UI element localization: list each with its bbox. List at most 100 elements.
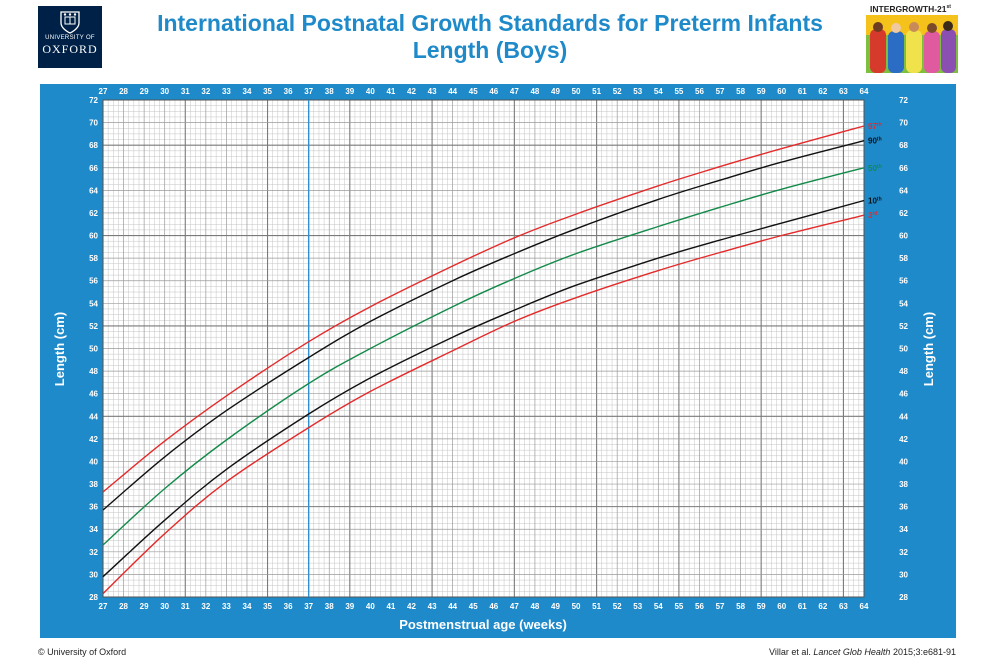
x-tick-label-top: 29 <box>140 87 149 96</box>
x-tick-label-top: 61 <box>798 87 807 96</box>
y-tick-label-left: 56 <box>89 277 98 286</box>
x-tick-label-top: 36 <box>284 87 293 96</box>
oxford-logo: UNIVERSITY OF OXFORD <box>38 6 102 68</box>
y-tick-label-left: 40 <box>89 457 98 466</box>
y-axis-label-right: Length (cm) <box>921 312 936 386</box>
x-tick-label-bottom: 52 <box>613 602 622 611</box>
y-tick-label-left: 34 <box>89 525 98 534</box>
growth-chart: 2727282829293030313132323333343435353636… <box>52 87 936 632</box>
x-tick-label-top: 27 <box>99 87 108 96</box>
oxford-crest-icon <box>60 11 80 34</box>
y-tick-label-right: 50 <box>899 345 908 354</box>
y-tick-label-left: 46 <box>89 390 98 399</box>
page-title: International Postnatal Growth Standards… <box>110 10 870 64</box>
y-tick-label-right: 46 <box>899 390 908 399</box>
x-tick-label-bottom: 53 <box>633 602 642 611</box>
y-tick-label-right: 66 <box>899 164 908 173</box>
y-tick-label-left: 66 <box>89 164 98 173</box>
x-tick-label-bottom: 63 <box>839 602 848 611</box>
x-tick-label-top: 33 <box>222 87 231 96</box>
y-tick-label-right: 34 <box>899 525 908 534</box>
citation-text: Villar et al. Lancet Glob Health 2015;3:… <box>769 647 956 657</box>
women-illustration-icon <box>866 15 958 73</box>
x-tick-label-top: 41 <box>386 87 395 96</box>
x-tick-label-bottom: 60 <box>777 602 786 611</box>
y-tick-label-left: 70 <box>89 119 98 128</box>
y-tick-label-right: 64 <box>899 186 908 195</box>
curve-p50 <box>102 167 865 546</box>
y-tick-label-right: 70 <box>899 119 908 128</box>
y-tick-label-right: 58 <box>899 254 908 263</box>
x-tick-label-bottom: 45 <box>469 602 478 611</box>
y-tick-label-right: 38 <box>899 480 908 489</box>
y-tick-label-left: 44 <box>89 412 98 421</box>
title-line1: International Postnatal Growth Standards… <box>157 10 823 36</box>
y-tick-label-left: 48 <box>89 367 98 376</box>
x-tick-label-bottom: 38 <box>325 602 334 611</box>
y-tick-label-left: 54 <box>89 299 98 308</box>
x-tick-label-top: 55 <box>674 87 683 96</box>
y-tick-label-left: 38 <box>89 480 98 489</box>
x-tick-label-top: 59 <box>757 87 766 96</box>
x-tick-label-bottom: 46 <box>489 602 498 611</box>
curve-label-p10: 10th <box>868 197 882 206</box>
y-tick-label-right: 68 <box>899 141 908 150</box>
curve-p10 <box>102 199 865 578</box>
x-tick-label-top: 49 <box>551 87 560 96</box>
x-tick-label-bottom: 48 <box>530 602 539 611</box>
x-tick-label-top: 35 <box>263 87 272 96</box>
x-tick-label-top: 44 <box>448 87 457 96</box>
curve-label-p50: 50th <box>868 164 882 173</box>
x-tick-label-bottom: 27 <box>99 602 108 611</box>
curve-p97 <box>102 125 865 493</box>
x-tick-label-bottom: 51 <box>592 602 601 611</box>
y-tick-label-right: 60 <box>899 232 908 241</box>
x-tick-label-top: 39 <box>345 87 354 96</box>
x-tick-label-bottom: 54 <box>654 602 663 611</box>
copyright-text: © University of Oxford <box>38 647 127 657</box>
y-tick-label-right: 32 <box>899 548 908 557</box>
x-tick-label-top: 32 <box>201 87 210 96</box>
curve-p90 <box>102 140 865 511</box>
x-tick-label-top: 40 <box>366 87 375 96</box>
y-tick-label-left: 58 <box>89 254 98 263</box>
curve-label-p90: 90th <box>868 137 882 146</box>
y-tick-label-right: 30 <box>899 570 908 579</box>
x-tick-label-bottom: 37 <box>304 602 313 611</box>
x-tick-label-top: 52 <box>613 87 622 96</box>
y-tick-label-left: 32 <box>89 548 98 557</box>
x-tick-label-top: 58 <box>736 87 745 96</box>
x-tick-label-top: 50 <box>572 87 581 96</box>
y-tick-label-right: 52 <box>899 322 908 331</box>
y-tick-label-right: 72 <box>899 96 908 105</box>
x-tick-label-top: 48 <box>530 87 539 96</box>
y-tick-label-right: 36 <box>899 503 908 512</box>
x-tick-label-top: 47 <box>510 87 519 96</box>
chart-frame: 27 27 28 28 29 29 30 30 31 31 32 32 33 33 34 34 35 35 36 36… <box>40 84 956 638</box>
y-tick-label-left: 72 <box>89 96 98 105</box>
y-tick-label-left: 64 <box>89 186 98 195</box>
x-tick-label-bottom: 44 <box>448 602 457 611</box>
x-tick-label-bottom: 28 <box>119 602 128 611</box>
y-tick-label-right: 42 <box>899 435 908 444</box>
y-tick-label-left: 60 <box>89 232 98 241</box>
x-tick-label-top: 60 <box>777 87 786 96</box>
x-tick-label-bottom: 59 <box>757 602 766 611</box>
x-tick-label-top: 34 <box>243 87 252 96</box>
x-tick-label-bottom: 30 <box>160 602 169 611</box>
x-tick-label-bottom: 34 <box>243 602 252 611</box>
curve-label-p97: 97th <box>868 122 882 131</box>
x-tick-label-top: 64 <box>860 87 869 96</box>
x-tick-label-bottom: 36 <box>284 602 293 611</box>
x-tick-label-top: 43 <box>428 87 437 96</box>
oxford-label-line1: UNIVERSITY OF <box>45 35 95 41</box>
x-tick-label-top: 42 <box>407 87 416 96</box>
oxford-label-line2: OXFORD <box>42 42 98 56</box>
x-tick-label-top: 51 <box>592 87 601 96</box>
x-tick-label-bottom: 32 <box>201 602 210 611</box>
x-tick-label-bottom: 33 <box>222 602 231 611</box>
x-tick-label-bottom: 31 <box>181 602 190 611</box>
x-tick-label-bottom: 50 <box>572 602 581 611</box>
x-tick-label-bottom: 55 <box>674 602 683 611</box>
x-tick-label-bottom: 29 <box>140 602 149 611</box>
